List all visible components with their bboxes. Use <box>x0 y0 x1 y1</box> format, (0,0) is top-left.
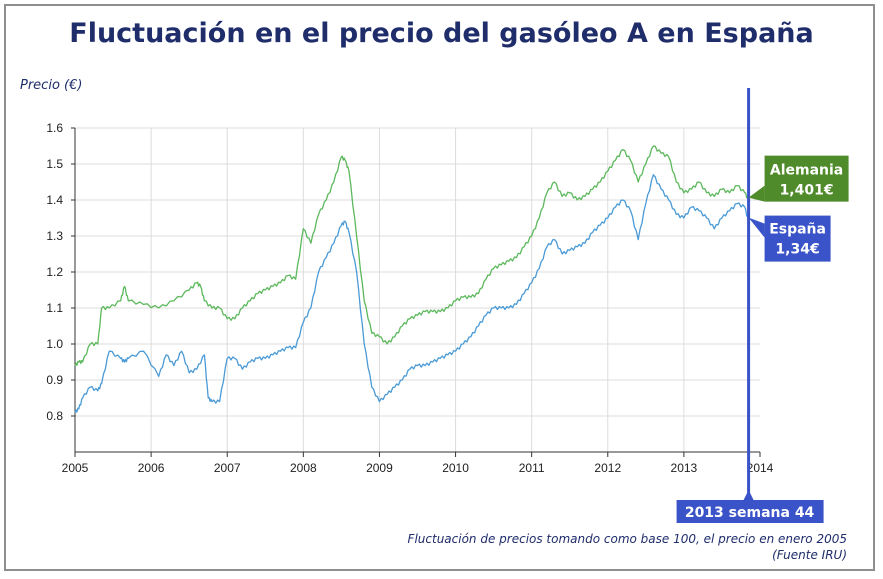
grid <box>75 127 760 452</box>
alemania-callout-value: 1,401€ <box>780 183 834 199</box>
x-tick-label: 2007 <box>214 461 241 475</box>
x-tick-label: 2005 <box>62 461 89 475</box>
x-tick-label: 2009 <box>366 461 393 475</box>
chart-frame <box>4 4 875 571</box>
x-tick-label: 2013 <box>671 461 698 475</box>
caption-line-2: (Fuente IRU) <box>772 548 847 562</box>
x-tick-label: 2011 <box>519 461 545 475</box>
espana-callout-label: España <box>769 222 826 238</box>
y-tick-label: 1.6 <box>46 121 63 135</box>
x-tick-label: 2014 <box>747 461 774 475</box>
y-tick-label: 1.1 <box>46 301 63 315</box>
axes: 2005 2006 2007 2008 2009 2010 2011 2012 2013 2014… <box>46 121 773 475</box>
series-lines <box>74 145 750 413</box>
cursor-label-box <box>676 500 824 523</box>
espana-callout-box <box>764 215 831 262</box>
time-cursor[interactable]: 2013 semana 44 <box>676 88 824 523</box>
espana-callout-value: 1,34€ <box>775 242 819 258</box>
cursor-label: 2013 semana 44 <box>685 505 815 521</box>
series-line-alemania <box>74 145 750 366</box>
y-tick-label: 1.0 <box>46 337 63 351</box>
x-tick-label: 2010 <box>442 461 469 475</box>
caption-line-1: Fluctuación de precios tomando como base… <box>407 532 847 546</box>
y-tick-label: 0.8 <box>46 409 63 423</box>
callouts: Alemania 1,401€ España 1,34€ <box>748 155 849 262</box>
y-tick-label: 1.5 <box>46 157 63 171</box>
alemania-callout-pointer <box>748 185 765 202</box>
y-tick-label: 0.9 <box>46 373 63 387</box>
x-tick-label: 2012 <box>594 461 621 475</box>
y-tick-label: 1.3 <box>46 229 63 243</box>
espana-callout-pointer <box>748 217 765 238</box>
alemania-callout-label: Alemania <box>770 163 843 179</box>
cursor-arrow <box>743 490 754 500</box>
x-tick-label: 2008 <box>290 461 317 475</box>
y-tick-label: 1.4 <box>46 193 63 207</box>
alemania-callout-box <box>764 155 849 202</box>
x-tick-label: 2006 <box>138 461 165 475</box>
y-tick-label: 1.2 <box>46 265 63 279</box>
chart-caption: Fluctuación de precios tomando como base… <box>408 531 847 563</box>
chart-title: Fluctuación en el precio del gasóleo A e… <box>69 18 814 49</box>
y-axis-label: Precio (€) <box>20 78 83 93</box>
series-line-espana <box>74 174 750 413</box>
